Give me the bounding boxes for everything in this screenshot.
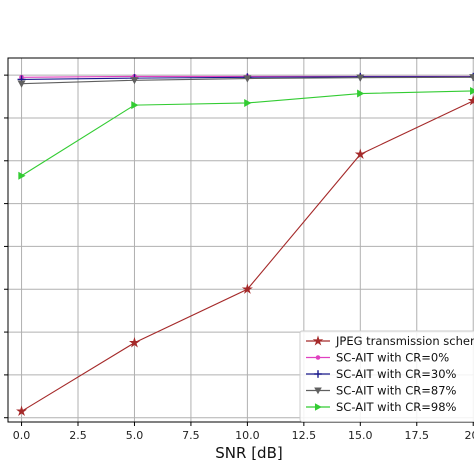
series-layer [16,72,474,416]
data-point [314,403,322,411]
data-point [356,74,365,82]
series-4 [18,86,474,180]
plot-frame [7,57,474,423]
legend-entry: SC-AIT with CR=87% [306,384,457,398]
data-point [18,171,26,180]
series-0 [16,95,474,416]
legend-label: SC-AIT with CR=0% [336,351,449,365]
data-point [16,405,28,416]
legend-label: SC-AIT with CR=30% [336,367,457,381]
legend-label: JPEG transmission scheme [335,334,474,348]
x-axis: 0.0 2.5 5.0 7.5 10.0 12.5 15.0 17.5 20. [4,74,474,442]
series-3 [17,74,474,88]
data-point [469,74,474,82]
x-tick-label: 2.5 [69,429,87,442]
data-point [470,86,474,95]
x-tick-label: 15.0 [348,429,373,442]
data-point [315,355,321,360]
data-point [467,95,474,106]
x-tick-label: 10.0 [235,429,260,442]
data-point [243,75,252,83]
data-point [241,283,253,294]
legend-label: SC-AIT with CR=87% [336,384,457,398]
x-tick-label: 5.0 [126,429,144,442]
x-tick-label: 7.5 [182,429,200,442]
data-point [17,80,26,88]
x-axis-label: SNR [dB] [215,444,282,462]
x-tick-label: 0.0 [13,429,31,442]
x-tick-label: 12.5 [292,429,317,442]
data-point [354,148,366,160]
data-point [128,336,140,348]
data-point [314,387,322,395]
x-tick-label: 17.5 [405,429,430,442]
data-point [130,77,139,85]
grid [8,58,474,422]
legend: JPEG transmission scheme SC-AIT with CR=0… [299,330,474,422]
data-point [244,98,252,107]
data-point [314,370,322,378]
legend-entry: SC-AIT with CR=0% [306,351,449,365]
data-point [312,335,324,346]
x-tick-label: 20. [464,429,474,442]
legend-entry: SC-AIT with CR=30% [306,367,457,381]
legend-entry: JPEG transmission scheme [306,334,474,348]
legend-box [299,330,474,422]
legend-label: SC-AIT with CR=98% [336,400,457,414]
legend-entry: SC-AIT with CR=98% [306,400,457,414]
data-point [357,89,365,98]
data-point [131,101,139,110]
